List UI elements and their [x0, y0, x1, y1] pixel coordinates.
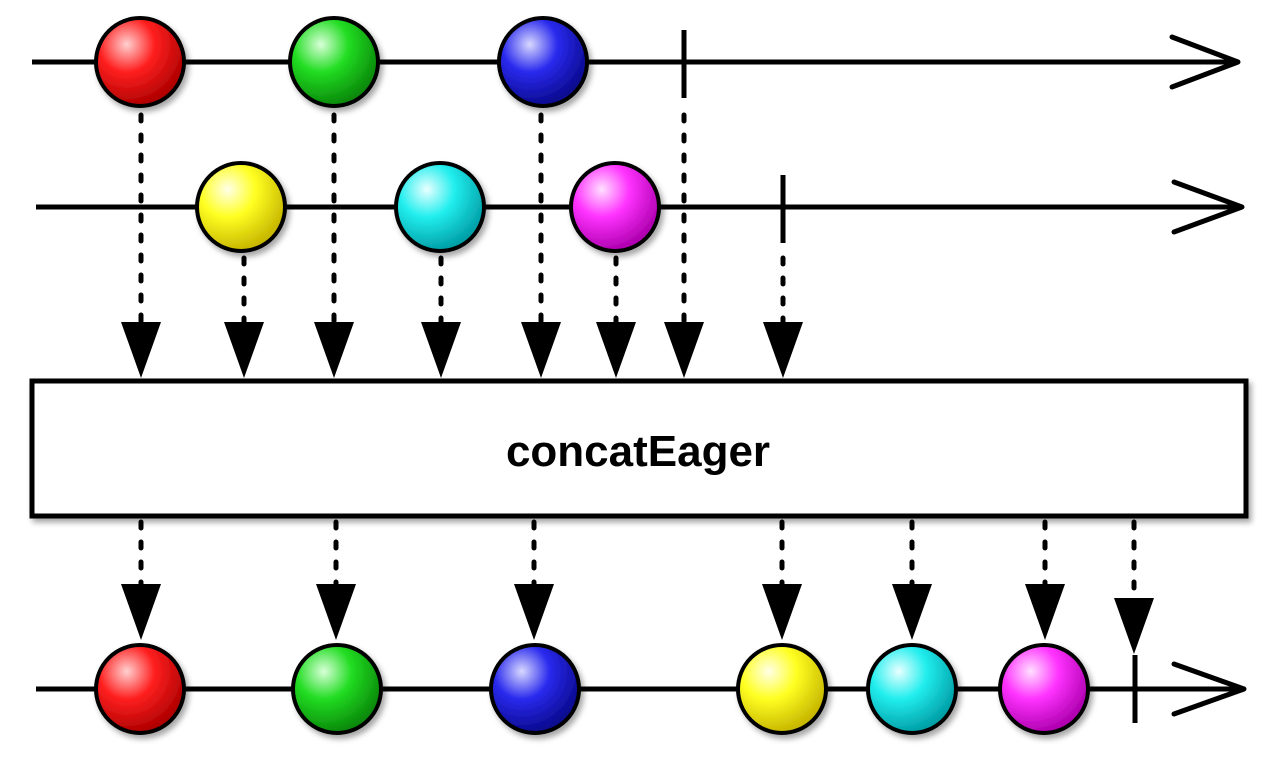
source-1-arrow-icon	[1169, 34, 1241, 90]
input-arrow-icon	[664, 322, 704, 378]
marble-yellow	[736, 643, 828, 735]
marble-blue	[497, 16, 589, 108]
output-arrow-icon	[316, 584, 356, 640]
operator-box: concatEager	[29, 378, 1249, 519]
output-arrow-icon	[121, 584, 161, 640]
output-marbles	[94, 643, 1090, 735]
marble-cyan	[394, 161, 486, 253]
operator-rect	[29, 378, 1249, 519]
input-arrow-icon	[596, 322, 636, 378]
input-arrow-icon	[224, 322, 264, 378]
output-arrow-icon	[892, 584, 932, 640]
marble-magenta	[998, 643, 1090, 735]
marble-cyan	[866, 643, 958, 735]
marble-magenta	[569, 161, 661, 253]
marble-green	[291, 643, 383, 735]
output-arrow-icon	[1114, 598, 1154, 654]
marble-blue	[489, 643, 581, 735]
source-1-marbles	[94, 16, 589, 108]
output-arrow-icon	[1025, 584, 1065, 640]
input-arrow-icon	[314, 322, 354, 378]
output-connectors	[121, 519, 1154, 654]
input-arrow-icon	[521, 322, 561, 378]
marble-red	[94, 16, 186, 108]
source-1-timeline	[32, 30, 1241, 98]
input-connectors	[121, 112, 803, 378]
marble-yellow	[195, 161, 287, 253]
marble-green	[288, 16, 380, 108]
output-arrow-icon	[1171, 661, 1247, 717]
source-2-arrow-icon	[1171, 179, 1245, 235]
input-arrow-icon	[121, 322, 161, 378]
input-arrow-icon	[421, 322, 461, 378]
output-arrow-icon	[762, 584, 802, 640]
source-2-marbles	[195, 161, 661, 253]
operator-label: concatEager	[506, 427, 770, 476]
output-arrow-icon	[514, 584, 554, 640]
marble-red	[94, 643, 186, 735]
input-arrow-icon	[763, 322, 803, 378]
